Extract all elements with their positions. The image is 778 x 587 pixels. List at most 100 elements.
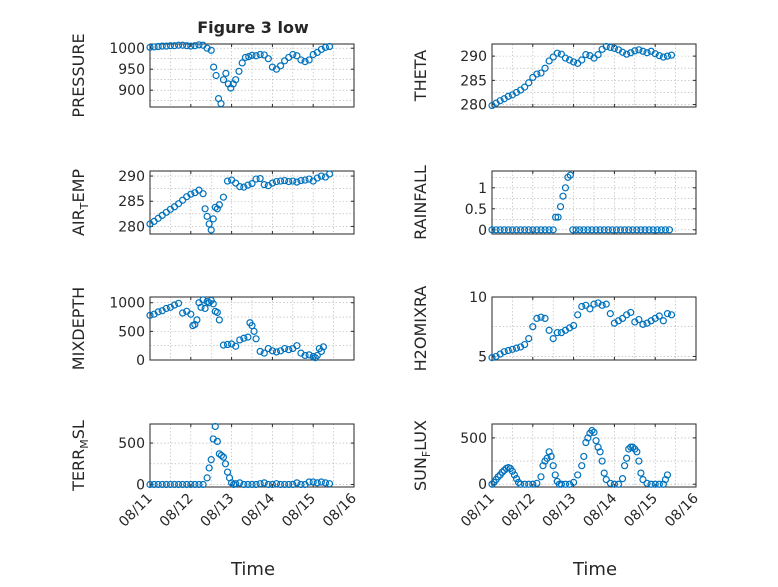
- data-point: [620, 462, 629, 470]
- data-point: [193, 316, 201, 324]
- y-tick-label: 285: [460, 73, 487, 89]
- data-point: [612, 226, 621, 234]
- data-point: [154, 214, 162, 222]
- data-point: [641, 226, 649, 234]
- subplot-4: 0 0.5 1 RAINFALL: [411, 165, 697, 240]
- data-point: [559, 192, 567, 200]
- data-series: [146, 170, 334, 234]
- data-point: [150, 43, 158, 51]
- data-point: [219, 193, 228, 201]
- data-point: [596, 448, 604, 456]
- data-point: [281, 57, 289, 65]
- y-tick-label: 280: [118, 219, 145, 235]
- y-tick-label: 290: [118, 169, 145, 185]
- data-point: [293, 178, 301, 186]
- data-point: [623, 454, 631, 462]
- data-point: [627, 308, 635, 317]
- data-point: [578, 56, 586, 64]
- data-point: [545, 57, 553, 65]
- subplot-7: 08/11 08/12 08/13 08/14 08/15 08/16 0 500 TERRMS…: [69, 420, 360, 530]
- data-point: [639, 320, 647, 328]
- data-point: [504, 226, 512, 234]
- data-point: [516, 226, 525, 234]
- data-point: [276, 480, 285, 489]
- data-point: [319, 343, 327, 351]
- data-point: [525, 335, 533, 343]
- data-point: [219, 341, 228, 349]
- data-point: [260, 479, 268, 487]
- data-point: [313, 174, 321, 182]
- data-point: [244, 480, 252, 489]
- data-point: [305, 56, 313, 64]
- data-point: [250, 327, 258, 335]
- data-point: [649, 226, 657, 234]
- data-point: [183, 42, 191, 50]
- x-tick-label: 08/13: [198, 491, 238, 531]
- data-point: [146, 480, 154, 489]
- axes-box: [491, 43, 697, 108]
- data-point: [301, 176, 309, 184]
- data-point: [574, 311, 582, 319]
- data-point: [565, 480, 574, 488]
- data-point: [297, 176, 305, 185]
- y-axis-label: PRESSURE: [69, 33, 88, 117]
- x-axis-label-right: Time: [572, 559, 617, 580]
- y-tick-label: 1000: [109, 296, 145, 312]
- data-point: [301, 58, 309, 66]
- data-point: [309, 50, 317, 59]
- data-point: [150, 480, 158, 489]
- subplot-2: 280 285 290 THETA: [411, 42, 697, 114]
- data-point: [223, 340, 232, 349]
- data-point: [514, 478, 523, 486]
- data-point: [580, 226, 588, 234]
- data-point: [582, 301, 590, 309]
- data-point: [533, 314, 541, 322]
- data-point: [627, 443, 635, 451]
- data-point: [203, 474, 211, 482]
- data-point: [529, 323, 537, 331]
- data-point: [533, 226, 541, 234]
- data-point: [289, 50, 297, 59]
- data-series: [488, 171, 674, 234]
- data-point: [293, 52, 301, 60]
- data-point: [661, 226, 670, 234]
- data-point: [187, 310, 195, 318]
- data-point: [592, 437, 600, 445]
- data-point: [179, 196, 187, 204]
- data-point: [553, 49, 561, 57]
- data-point: [488, 480, 496, 488]
- data-point: [289, 480, 297, 489]
- data-point: [313, 479, 321, 487]
- data-point: [557, 50, 565, 58]
- data-point: [305, 478, 313, 486]
- data-point: [665, 226, 674, 234]
- data-point: [496, 226, 504, 234]
- data-point: [551, 471, 559, 479]
- data-point: [213, 205, 221, 213]
- data-point: [256, 174, 264, 183]
- data-point: [219, 76, 228, 84]
- data-point: [260, 51, 268, 59]
- data-point: [245, 52, 253, 61]
- data-point: [325, 170, 334, 178]
- data-point: [614, 480, 623, 488]
- data-point: [659, 53, 667, 61]
- x-tick-label: 08/14: [580, 490, 620, 530]
- data-point: [598, 301, 606, 309]
- data-point: [309, 478, 317, 486]
- data-point: [219, 453, 228, 461]
- data-point: [199, 480, 207, 489]
- data-point: [592, 226, 600, 234]
- data-point: [248, 51, 256, 59]
- data-point: [549, 226, 557, 234]
- data-point: [494, 473, 502, 481]
- data-point: [236, 183, 244, 191]
- data-point: [209, 215, 217, 223]
- data-point: [655, 312, 663, 320]
- y-tick-label: 950: [118, 62, 145, 78]
- data-point: [561, 54, 570, 62]
- data-point: [633, 226, 641, 234]
- data-point: [212, 71, 220, 80]
- data-point: [158, 211, 166, 219]
- data-point: [500, 226, 508, 234]
